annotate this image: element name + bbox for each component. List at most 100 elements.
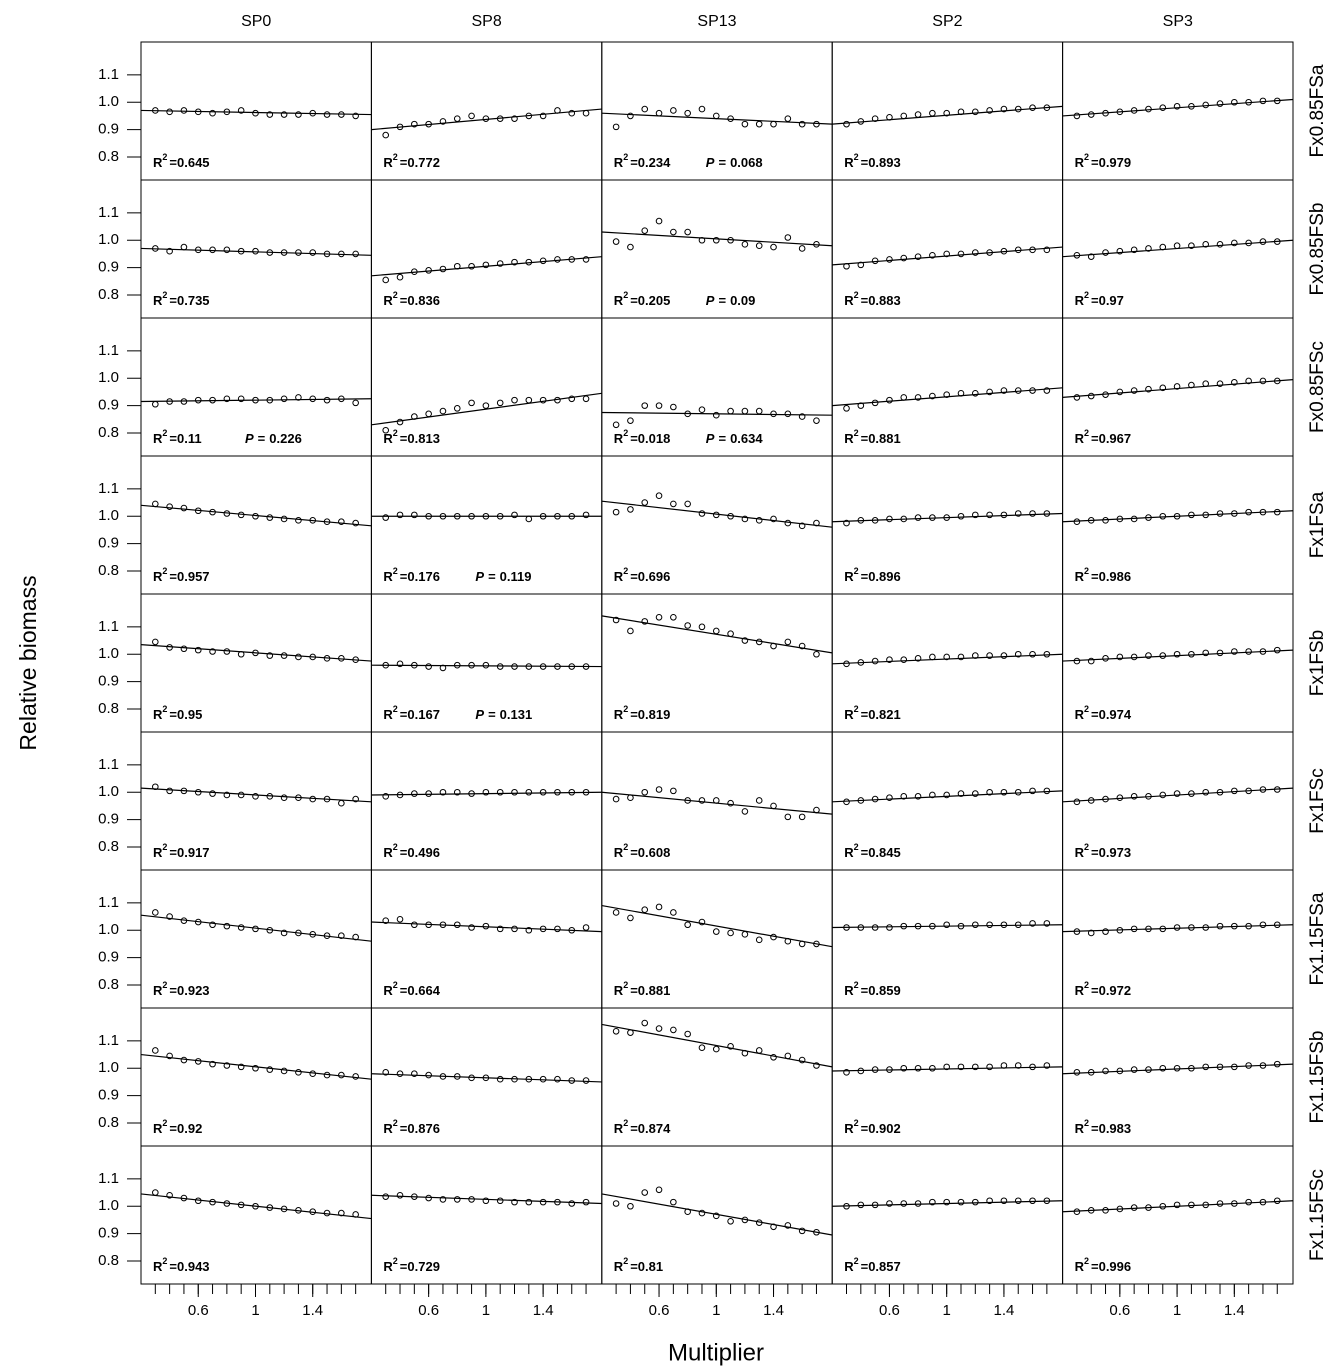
row-header: Fx0.85FSa bbox=[1307, 64, 1328, 157]
point bbox=[352, 250, 359, 258]
r2-label: R2 =0.845 bbox=[844, 842, 901, 860]
point bbox=[396, 1191, 404, 1199]
point bbox=[323, 1071, 331, 1079]
equals: = bbox=[630, 155, 638, 170]
point bbox=[1014, 921, 1022, 929]
fit-line bbox=[1062, 649, 1294, 662]
point bbox=[943, 653, 950, 661]
point bbox=[1231, 648, 1238, 655]
y-tick-label: 1.1 bbox=[98, 204, 119, 221]
point bbox=[813, 1062, 820, 1069]
point bbox=[323, 396, 331, 404]
point bbox=[741, 515, 749, 523]
point bbox=[1273, 1197, 1281, 1205]
point bbox=[1231, 239, 1238, 247]
point bbox=[396, 791, 404, 799]
point bbox=[1231, 1200, 1238, 1207]
r2-label: R2 =0.018 bbox=[614, 428, 671, 446]
point bbox=[741, 931, 749, 938]
point bbox=[900, 922, 908, 930]
r2-symbol: R bbox=[844, 845, 854, 860]
p-symbol: P bbox=[706, 155, 715, 170]
point bbox=[1043, 246, 1051, 254]
r2-power: 2 bbox=[162, 566, 167, 576]
point bbox=[582, 395, 590, 403]
y-tick-label: 1.0 bbox=[98, 507, 119, 524]
p-symbol: P bbox=[706, 293, 715, 308]
point bbox=[511, 663, 518, 670]
point bbox=[670, 1026, 677, 1034]
fit-line bbox=[1062, 787, 1294, 803]
point bbox=[194, 507, 202, 515]
point bbox=[1145, 1204, 1152, 1211]
y-tick-label: 0.8 bbox=[98, 1252, 119, 1269]
r2-value: 0.974 bbox=[1099, 707, 1132, 722]
point bbox=[1216, 1200, 1224, 1207]
point bbox=[180, 243, 188, 251]
r2-symbol: R bbox=[153, 1121, 163, 1136]
row-header: Fx1FSa bbox=[1307, 491, 1328, 558]
point bbox=[482, 115, 490, 122]
point bbox=[1188, 1064, 1195, 1072]
point bbox=[396, 418, 404, 426]
r2-power: 2 bbox=[393, 290, 398, 300]
point bbox=[1273, 1060, 1281, 1068]
point bbox=[525, 112, 533, 120]
point bbox=[755, 517, 763, 524]
point bbox=[352, 795, 359, 803]
point bbox=[295, 111, 302, 118]
point bbox=[1073, 112, 1081, 120]
r2-value: 0.664 bbox=[407, 983, 440, 998]
point bbox=[496, 260, 504, 267]
fit-line bbox=[371, 921, 602, 933]
point bbox=[886, 113, 893, 121]
y-tick-label: 0.8 bbox=[98, 562, 119, 579]
point bbox=[194, 788, 202, 796]
r2-value: 0.979 bbox=[1099, 155, 1132, 170]
x-tick-label: 0.6 bbox=[1109, 1302, 1130, 1319]
point bbox=[468, 112, 475, 120]
point bbox=[798, 413, 806, 420]
point bbox=[482, 1074, 490, 1082]
x-axis-title: Multiplier bbox=[668, 1339, 764, 1366]
point bbox=[1130, 653, 1138, 661]
point bbox=[539, 788, 547, 796]
point bbox=[871, 257, 879, 265]
point bbox=[986, 511, 993, 519]
point bbox=[914, 394, 922, 401]
point bbox=[655, 786, 663, 793]
y-axis-title: Relative biomass bbox=[15, 575, 41, 750]
equals: = bbox=[861, 431, 869, 446]
equals: = bbox=[169, 569, 177, 584]
equals: = bbox=[400, 293, 408, 308]
point bbox=[468, 1196, 475, 1203]
point bbox=[698, 510, 706, 517]
point bbox=[1087, 517, 1095, 524]
x-tick-label: 1.4 bbox=[302, 1302, 323, 1319]
point bbox=[655, 402, 663, 409]
y-tick-label: 0.9 bbox=[98, 535, 119, 552]
point bbox=[1273, 238, 1281, 245]
point bbox=[972, 389, 979, 397]
point bbox=[871, 1066, 879, 1073]
point bbox=[1102, 928, 1109, 935]
point bbox=[352, 1073, 359, 1080]
point bbox=[784, 410, 792, 418]
y-tick-label: 1.1 bbox=[98, 480, 119, 497]
point bbox=[655, 1025, 663, 1032]
point bbox=[223, 246, 231, 254]
point bbox=[1159, 243, 1167, 251]
r2-symbol: R bbox=[614, 569, 624, 584]
point bbox=[843, 405, 850, 412]
point bbox=[1145, 245, 1152, 252]
point bbox=[871, 115, 879, 122]
y-tick-label: 0.8 bbox=[98, 700, 119, 717]
r2-label: R2 =0.881 bbox=[614, 980, 671, 998]
p-symbol: P bbox=[706, 431, 715, 446]
point bbox=[1116, 1205, 1124, 1213]
point bbox=[539, 112, 547, 120]
y-tick-label: 0.8 bbox=[98, 424, 119, 441]
point bbox=[655, 217, 663, 225]
r2-power: 2 bbox=[1084, 428, 1089, 438]
point bbox=[798, 1056, 806, 1064]
